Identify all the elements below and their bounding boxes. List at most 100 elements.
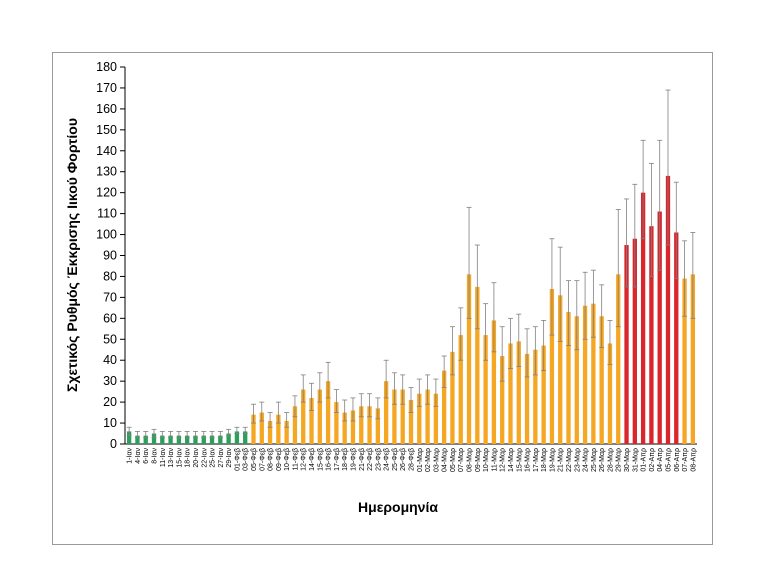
- bar: [143, 435, 148, 444]
- error-bar: [192, 431, 198, 439]
- x-tick-label: 05-Φεβ: [251, 448, 258, 471]
- bar: [201, 435, 206, 444]
- bar: [284, 420, 289, 444]
- x-tick-label: 10-Φεβ: [284, 448, 291, 471]
- error-bar: [383, 359, 389, 399]
- y-tick-label: 20: [103, 395, 117, 409]
- error-bar: [599, 284, 605, 349]
- x-tick-label: 03-Φεβ: [243, 448, 250, 471]
- bar: [185, 435, 190, 444]
- bar: [359, 406, 364, 444]
- error-bar: [607, 320, 613, 365]
- error-bar: [275, 401, 281, 424]
- bar: [649, 226, 654, 444]
- bar: [475, 286, 480, 444]
- error-bar: [159, 431, 165, 439]
- error-bar: [507, 317, 513, 370]
- bar: [425, 389, 430, 444]
- error-bar: [317, 372, 323, 403]
- y-tick-label: 60: [103, 311, 117, 325]
- x-tick-label: 14-Μαρ: [508, 448, 515, 472]
- x-tick-label: 27-Ιαν: [218, 448, 225, 468]
- x-tick-label: 16-Φεβ: [326, 448, 333, 471]
- error-bar: [673, 181, 679, 279]
- bar: [582, 305, 588, 444]
- error-bar: [176, 431, 182, 439]
- x-tick-label: 18-Μαρ: [541, 448, 548, 472]
- bar: [193, 435, 198, 444]
- x-tick-label: 01-Φεβ: [234, 448, 241, 471]
- error-bar: [151, 428, 157, 439]
- x-tick-label: 11-Φεβ: [292, 448, 299, 470]
- x-tick-label: 26-Μαρ: [599, 448, 606, 472]
- error-bar: [549, 238, 555, 336]
- y-tick-label: 10: [103, 416, 117, 430]
- error-bar: [325, 361, 331, 399]
- bar: [500, 356, 505, 444]
- bar: [674, 232, 679, 444]
- x-tick-label: 31-Μαρ: [632, 448, 639, 472]
- x-tick-label: 6-Ιαν: [143, 448, 150, 464]
- bar: [549, 289, 555, 444]
- error-bar: [292, 395, 298, 418]
- x-tick-label: 13-Ιαν: [168, 448, 175, 468]
- bar: [267, 420, 273, 444]
- error-bar: [226, 428, 232, 437]
- y-tick-label: 130: [96, 165, 117, 179]
- error-bar: [516, 313, 522, 367]
- error-bar: [350, 397, 356, 422]
- error-bar: [657, 139, 663, 271]
- x-tick-label: 25-Μαρ: [591, 448, 598, 472]
- bar: [640, 192, 646, 444]
- x-tick-label: 17-Μαρ: [533, 448, 540, 472]
- error-bar: [309, 382, 315, 411]
- error-bar: [449, 326, 455, 376]
- x-tick-label: 15-Ιαν: [176, 448, 183, 468]
- bar: [558, 295, 563, 444]
- y-tick-label: 180: [96, 60, 117, 74]
- x-tick-label: 4-Ιαν: [135, 448, 142, 464]
- error-bar: [126, 426, 132, 437]
- x-tick-label: 16-Μαρ: [525, 448, 532, 472]
- error-bar: [466, 206, 472, 319]
- bar: [466, 274, 472, 444]
- error-bar: [300, 374, 306, 403]
- bar: [591, 303, 596, 444]
- bar: [433, 393, 439, 444]
- x-tick-label: 05-Μαρ: [450, 448, 457, 472]
- bar: [607, 343, 613, 444]
- error-bar: [532, 326, 538, 376]
- bar: [632, 238, 637, 444]
- y-tick-label: 160: [96, 102, 117, 116]
- x-tick-label: 22-Φεβ: [367, 448, 374, 471]
- y-tick-label: 90: [103, 249, 117, 263]
- y-tick-label: 120: [96, 186, 117, 200]
- error-bar: [458, 307, 464, 361]
- bar: [176, 435, 182, 444]
- error-bar: [184, 431, 190, 439]
- error-bar: [624, 198, 630, 288]
- error-bar: [541, 320, 547, 372]
- bar: [251, 414, 256, 444]
- x-tick-label: 8-Ιαν: [152, 448, 159, 464]
- x-tick-label: 23-Μαρ: [574, 448, 581, 472]
- x-tick-label: 04-Μαρ: [442, 448, 449, 472]
- bar: [508, 343, 513, 444]
- y-tick-label: 110: [97, 207, 117, 221]
- error-bar: [391, 372, 397, 405]
- bar: [516, 341, 521, 444]
- bar: [226, 433, 231, 444]
- bar: [392, 389, 397, 444]
- bar: [690, 274, 696, 444]
- x-tick-label: 29-Μαρ: [616, 448, 623, 472]
- x-tick-label: 08-Απρ: [690, 448, 697, 472]
- x-tick-label: 02-Μαρ: [425, 448, 432, 472]
- y-tick-label: 30: [103, 374, 117, 388]
- x-tick-label: 28-Φεβ: [409, 448, 416, 471]
- error-bar: [408, 387, 414, 413]
- error-bar: [416, 378, 422, 407]
- y-axis: 0 10 20 30 40 50 60 70 80 90 100 110 120 130 140 150 160…: [96, 60, 126, 451]
- x-tick-label: 30-Μαρ: [624, 448, 631, 472]
- x-tick-label: 22-Μαρ: [566, 448, 573, 472]
